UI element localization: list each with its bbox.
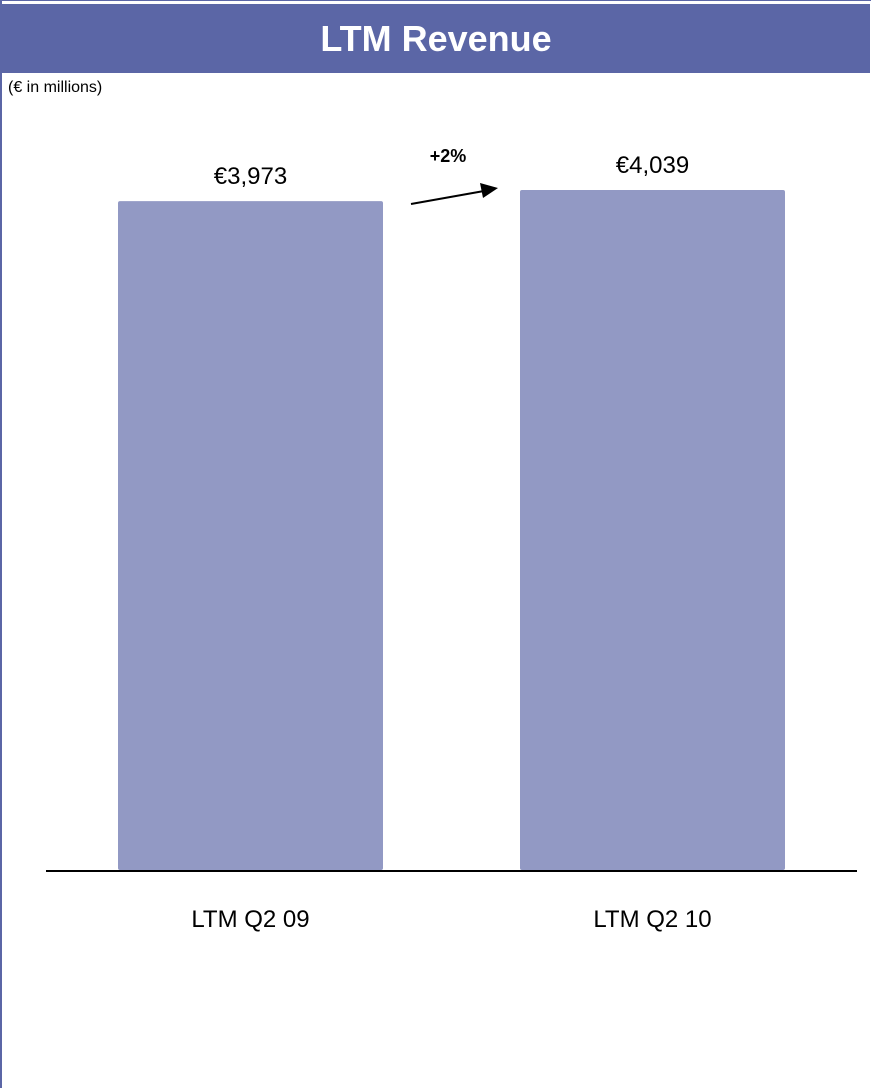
growth-arrow: +2%: [410, 146, 498, 205]
bar-2: [520, 190, 785, 870]
growth-arrow-shaft: [410, 190, 485, 205]
bars-group: [118, 190, 785, 870]
bar-value-label: €4,039: [616, 152, 689, 179]
chart-title: LTM Revenue: [320, 17, 552, 59]
bar-1: [118, 201, 383, 870]
bar-value-label: €3,973: [214, 163, 287, 190]
category-label: LTM Q2 09: [191, 906, 309, 933]
category-label: LTM Q2 10: [593, 906, 711, 933]
chart-title-bar: LTM Revenue: [2, 4, 870, 73]
labels-group: €3,973 LTM Q2 09 €4,039 LTM Q2 10: [191, 152, 711, 933]
growth-label: +2%: [430, 146, 467, 166]
growth-arrow-head: [480, 183, 498, 198]
units-note: (€ in millions): [8, 79, 103, 96]
